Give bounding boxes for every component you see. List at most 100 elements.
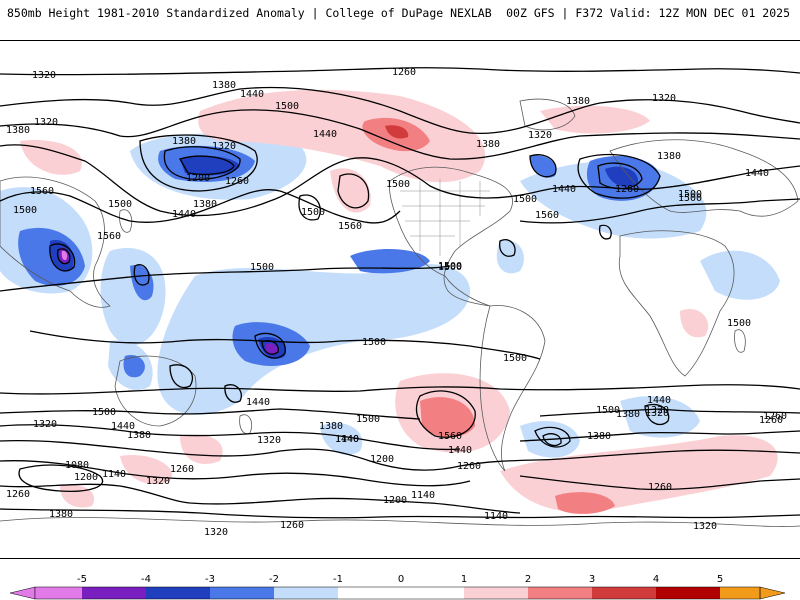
contour-label: 1320 (693, 521, 717, 532)
contour-line (29, 330, 541, 360)
contour-label: 1440 (111, 421, 135, 432)
contour-label: 1500 (362, 337, 386, 348)
contour-label: 1260 (759, 415, 783, 426)
contour-line (415, 390, 476, 438)
anomaly-area-pos3 (385, 125, 409, 139)
anomaly-area-pos2 (555, 492, 615, 514)
contour-line (519, 198, 800, 224)
contour-line (337, 173, 370, 209)
contour-line (0, 67, 800, 76)
contour-line (0, 483, 521, 514)
contour-line (0, 144, 800, 217)
contour-label: 1380 (657, 151, 681, 162)
height-contours (0, 67, 800, 519)
contour-label: 1500 (356, 414, 380, 425)
contour-label: 1380 (172, 136, 196, 147)
contour-label: 1500 (678, 189, 702, 200)
contour-line (534, 426, 571, 448)
anomaly-area-neg2 (530, 155, 556, 178)
contour-label: 1380 (566, 96, 590, 107)
contour-line (179, 155, 235, 175)
anomaly-area-pos1 (540, 105, 650, 134)
contour-label: 1320 (204, 527, 228, 538)
anomaly-area-pos1 (120, 455, 172, 484)
contour-line (519, 430, 800, 442)
contour-line (0, 384, 800, 395)
contour-label: 1260 (648, 482, 672, 493)
colorbar-tick-label: 0 (398, 574, 404, 585)
contour-label: 1320 (645, 405, 669, 416)
colorbar-segment-pos1 (464, 587, 528, 599)
contour-line (298, 194, 321, 221)
colorbar-tick-label: 5 (717, 574, 723, 585)
contour-label: 1260 (763, 411, 787, 422)
contour-line (224, 384, 242, 403)
contour-label: 1500 (503, 353, 527, 364)
colorbar-tick-label: 4 (653, 574, 659, 585)
contour-label: 1440 (313, 129, 337, 140)
colorbar-segment-pos3 (592, 587, 656, 599)
contour-label: 1140 (411, 490, 435, 501)
contour-line (49, 243, 76, 272)
contour-label: 1200 (186, 173, 210, 184)
anomaly-colorbar: -5 -4 -3 -2 -1 0 1 2 3 4 5 (9, 574, 786, 600)
anomaly-area-pos1 (180, 434, 223, 464)
contour-line (539, 408, 800, 417)
anomaly-area-pos2 (420, 397, 475, 438)
anomaly-map: 1320 1260 1380 1320 1380 1440 1500 1440 … (0, 67, 800, 538)
contour-label: 1320 (32, 70, 56, 81)
contour-label: 1560 (338, 221, 362, 232)
contour-label: 1440 (448, 445, 472, 456)
colorbar-tick-label: -5 (77, 574, 87, 585)
colorbar-segment-neutral (338, 587, 464, 599)
anomaly-area-neg1 (700, 250, 780, 300)
contour-label: 1320 (33, 419, 57, 430)
colorbar-segments (9, 586, 786, 600)
colorbar-tick-label: -1 (333, 574, 343, 585)
anomaly-area-neg1 (620, 396, 700, 438)
contour-label: 1320 (34, 117, 58, 128)
anomaly-area-neg5 (61, 250, 68, 261)
contour-line (18, 464, 104, 492)
contour-label: 1260 (392, 67, 416, 78)
contour-label: 1260 (225, 176, 249, 187)
anomaly-area-neg3 (605, 166, 639, 187)
colorbar-segment-neg2 (210, 587, 274, 599)
contour-label: 1500 (108, 199, 132, 210)
colorbar-segment-neg1 (274, 587, 338, 599)
us-state-borders (400, 179, 490, 256)
contour-label: 1380 (6, 125, 30, 136)
contour-line (254, 332, 286, 359)
colorbar-tick-label: 2 (525, 574, 531, 585)
positive-anomaly-shading (20, 89, 778, 514)
map-panel: 1320 1260 1380 1320 1380 1440 1500 1440 … (0, 40, 800, 559)
contour-label: 1500 (727, 318, 751, 329)
contour-label: 1320 (146, 476, 170, 487)
contour-label: 1500 (678, 193, 702, 204)
contour-label: 1560 (535, 210, 559, 221)
contour-label: 1080 (65, 460, 89, 471)
colorbar-tick-label: -3 (205, 574, 215, 585)
contour-label: 1140 (484, 511, 508, 522)
anomaly-area-neg2 (350, 249, 430, 274)
coastlines (0, 98, 800, 527)
asia-east-coastline (0, 176, 111, 308)
colorbar-segment-pos4 (656, 587, 720, 599)
colorbar-tick-label: 3 (589, 574, 595, 585)
australia-coastline (114, 355, 197, 427)
contour-label: 1380 (616, 409, 640, 420)
anomaly-area-pos1 (60, 484, 95, 508)
contour-label: 1440 (552, 184, 576, 195)
colorbar-segment-neg4 (82, 587, 146, 599)
contour-labels: 1320 1260 1380 1320 1380 1440 1500 1440 … (6, 67, 787, 538)
africa-coastline (618, 230, 735, 377)
north-america-coastline (389, 166, 513, 307)
contour-label: 1260 (280, 520, 304, 531)
colorbar-tick-labels: -5 -4 -3 -2 -1 0 1 2 3 4 5 (77, 574, 723, 585)
contour-label: 1260 (6, 489, 30, 500)
contour-label: 1500 (301, 207, 325, 218)
contour-label: 1140 (102, 469, 126, 480)
contour-label: 1500 (386, 179, 410, 190)
anomaly-area-neg1 (100, 248, 166, 346)
antarctica-coastline (0, 517, 800, 527)
